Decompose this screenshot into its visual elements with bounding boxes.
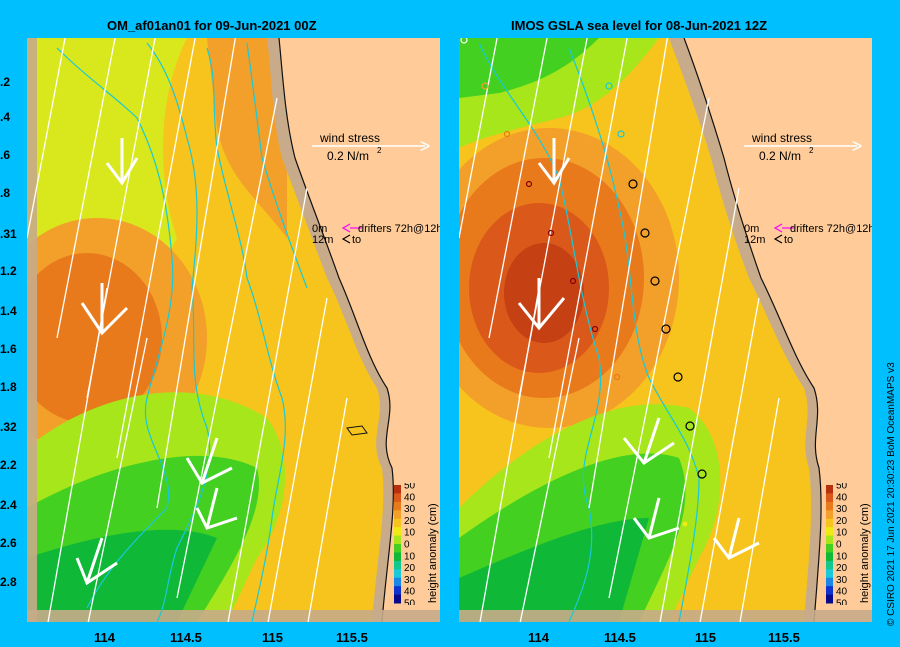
y-label: .2 xyxy=(0,75,11,89)
right-map-panel: wind stress 0.2 N/m 2 0m drifters 72h@12… xyxy=(459,38,872,622)
colorbar-segment xyxy=(394,586,401,596)
drifter-12m-label: 12m xyxy=(312,234,333,246)
drifter-label: drifters 72h@12h xyxy=(790,223,872,235)
colorbar-tick-label: 20 xyxy=(836,563,848,574)
colorbar-segment xyxy=(826,569,833,579)
colorbar-tick-label: 40 xyxy=(836,587,848,598)
colorbar-tick-label: 40 xyxy=(404,492,416,503)
y-label: .6 xyxy=(0,148,11,162)
right-panel-title: IMOS GSLA sea level for 08-Jun-2021 12Z xyxy=(511,18,768,33)
colorbar-segment xyxy=(826,527,833,537)
colorbar-segment xyxy=(394,510,401,520)
colorbar-segment xyxy=(826,544,833,553)
colorbar-segment xyxy=(394,544,401,553)
colorbar-tick-label: 40 xyxy=(404,587,416,598)
y-label: .8 xyxy=(0,186,11,200)
x-label: 115.5 xyxy=(336,630,368,645)
credit-text: © CSIRO 2021 17 Jun 2021 20:30:23 BoM Oc… xyxy=(886,362,897,626)
colorbar-segment xyxy=(826,594,833,604)
wind-stress-label: wind stress xyxy=(319,131,380,145)
colorbar-tick-label: 10 xyxy=(836,528,848,539)
drifter-0m-label: 0m xyxy=(744,223,759,235)
colorbar-segment xyxy=(826,518,833,528)
observation-markers xyxy=(460,38,707,527)
colorbar-tick-label: 30 xyxy=(836,504,848,515)
colorbar-segment xyxy=(394,518,401,528)
left-map-panel: wind stress 0.2 N/m 2 0m drifters 72h@12… xyxy=(27,38,440,622)
wind-scale-label: 0.2 N/m xyxy=(327,149,369,163)
colorbar-segment xyxy=(826,485,833,494)
colorbar-tick-label: 30 xyxy=(404,575,416,586)
y-label: 1.4 xyxy=(0,304,17,318)
drifter-to-label: to xyxy=(784,234,793,246)
right-colorbar: 50 40 30 20 10 0 10 20 30 40 50 height anomaly (cm) xyxy=(824,481,874,610)
x-label: 114 xyxy=(94,630,115,645)
left-colorbar: 50 40 30 20 10 0 10 20 30 40 50 height anomaly (cm) xyxy=(392,481,442,610)
colorbar-tick-label: 10 xyxy=(404,551,416,562)
colorbar-segment xyxy=(394,577,401,587)
colorbar-tick-label: 50 xyxy=(836,599,848,606)
drifter-12m-label: 12m xyxy=(744,234,765,246)
colorbar-tick-label: 0 xyxy=(404,540,410,551)
x-label: 114.5 xyxy=(170,630,202,645)
y-label: 1.2 xyxy=(0,264,17,278)
colorbar-tick-label: 10 xyxy=(836,551,848,562)
colorbar-segment xyxy=(826,535,833,545)
y-label: 2.8 xyxy=(0,575,17,589)
colorbar-tick-label: 30 xyxy=(836,575,848,586)
colorbar-tick-label: 20 xyxy=(404,563,416,574)
colorbar-segment xyxy=(394,493,401,503)
wind-scale-label: 0.2 N/m xyxy=(759,149,801,163)
colorbar-segment xyxy=(394,485,401,494)
colorbar-segment xyxy=(394,527,401,537)
drifter-0m-label: 0m xyxy=(312,223,327,235)
y-label: 1.6 xyxy=(0,342,17,356)
colorbar-segment xyxy=(394,560,401,570)
colorbar-segment xyxy=(826,501,833,511)
colorbar-tick-label: 50 xyxy=(404,599,416,606)
colorbar-segment xyxy=(826,510,833,520)
x-label: 115.5 xyxy=(768,630,800,645)
drifter-label: drifters 72h@12h xyxy=(358,223,440,235)
colorbar-title: height anomaly (cm) xyxy=(859,503,871,603)
colorbar-segment xyxy=(394,594,401,604)
colorbar-segment xyxy=(826,560,833,570)
colorbar-segment xyxy=(394,569,401,579)
x-label: 115 xyxy=(695,630,716,645)
y-label: 1.8 xyxy=(0,380,17,394)
colorbar-tick-label: 30 xyxy=(404,504,416,515)
colorbar-segment xyxy=(826,577,833,587)
colorbar-tick-label: 20 xyxy=(404,516,416,527)
large-wind-arrows xyxy=(75,138,238,586)
colorbar-title: height anomaly (cm) xyxy=(427,503,439,603)
wind-scale-exponent: 2 xyxy=(377,146,382,155)
colorbar-tick-label: 50 xyxy=(836,483,848,492)
colorbar-tick-label: 10 xyxy=(404,528,416,539)
x-label: 115 xyxy=(262,630,283,645)
colorbar-tick-label: 50 xyxy=(404,483,416,492)
wind-vectors xyxy=(27,38,348,622)
colorbar-segment xyxy=(826,493,833,503)
y-label: .32 xyxy=(0,420,17,434)
land xyxy=(279,38,440,622)
colorbar-segment xyxy=(394,552,401,562)
colorbar-segment xyxy=(826,586,833,596)
y-label: .31 xyxy=(0,227,17,241)
left-panel-title: OM_af01an01 for 09-Jun-2021 00Z xyxy=(107,18,317,33)
x-label: 114 xyxy=(528,630,549,645)
colorbar-tick-label: 20 xyxy=(836,516,848,527)
y-label: .4 xyxy=(0,110,11,124)
drifter-to-label: to xyxy=(352,234,361,246)
colorbar-segment xyxy=(394,501,401,511)
colorbar-tick-label: 0 xyxy=(836,540,842,551)
colorbar-tick-label: 40 xyxy=(836,492,848,503)
colorbar-segment xyxy=(826,552,833,562)
y-label: 2.4 xyxy=(0,498,17,512)
colorbar-segment xyxy=(394,535,401,545)
wind-stress-label: wind stress xyxy=(751,131,812,145)
y-label: 2.2 xyxy=(0,458,17,472)
wind-scale-exponent: 2 xyxy=(809,146,814,155)
x-label: 114.5 xyxy=(604,630,636,645)
y-label: 2.6 xyxy=(0,536,17,550)
